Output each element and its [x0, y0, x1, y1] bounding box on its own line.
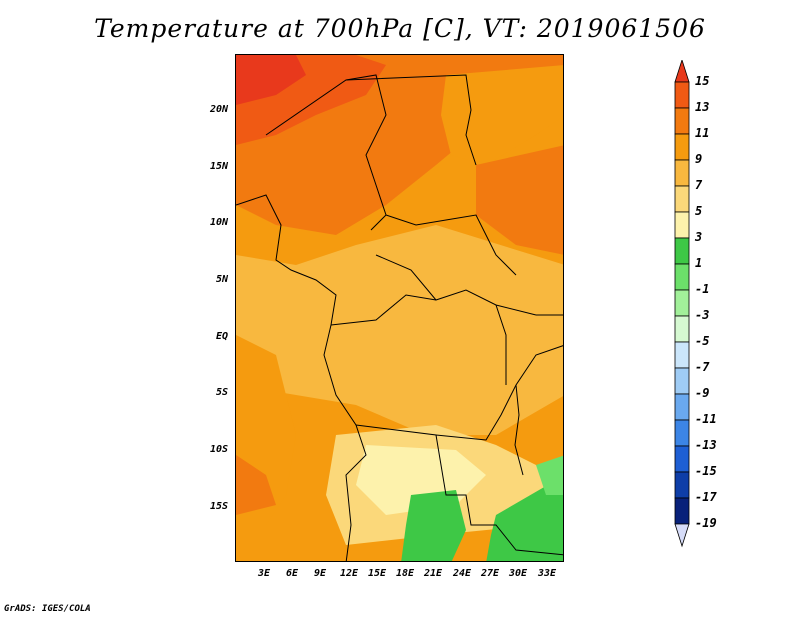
- lat-label: EQ: [215, 331, 228, 342]
- lat-label: 5S: [215, 387, 228, 398]
- grads-credit: GrADS: IGES/COLA: [4, 604, 91, 614]
- colorbar-bottom-triangle: [674, 523, 690, 548]
- colorbar-top-triangle: [674, 60, 690, 83]
- lon-label: 27E: [480, 568, 500, 579]
- lon-label: 6E: [285, 568, 299, 579]
- colorbar-box: [674, 315, 690, 343]
- lon-label: 9E: [313, 568, 327, 579]
- colorbar-box: [674, 133, 690, 161]
- lon-label: 30E: [508, 568, 528, 579]
- lat-label: 15N: [209, 161, 228, 172]
- lon-label: 24E: [452, 568, 472, 579]
- colorbar-label: -17: [695, 490, 717, 504]
- lon-label: 18E: [395, 568, 415, 579]
- colorbar-box: [674, 185, 690, 213]
- lat-label: 5N: [215, 274, 228, 285]
- colorbar-box: [674, 237, 690, 265]
- colorbar-box: [674, 263, 690, 291]
- lon-label: 15E: [367, 568, 387, 579]
- colorbar-label: 1: [695, 256, 703, 270]
- colorbar-label: -3: [695, 308, 710, 322]
- colorbar-label: 7: [695, 178, 703, 192]
- colorbar-box: [674, 367, 690, 395]
- lat-label: 20N: [209, 104, 228, 115]
- colorbar-label: -9: [695, 386, 710, 400]
- colorbar-label: 5: [695, 204, 703, 218]
- colorbar-box: [674, 211, 690, 239]
- colorbar-box: [674, 341, 690, 369]
- colorbar-label: 15: [695, 74, 710, 88]
- colorbar: [674, 60, 690, 548]
- colorbar-label: -11: [695, 412, 717, 426]
- colorbar-box: [674, 289, 690, 317]
- lon-label: 12E: [339, 568, 359, 579]
- colorbar-box: [674, 393, 690, 421]
- colorbar-label: -19: [695, 516, 717, 530]
- map-title: Temperature at 700hPa [C], VT: 201906150…: [94, 14, 706, 43]
- colorbar-label: 13: [695, 100, 710, 114]
- temperature-field: [236, 55, 563, 561]
- temperature-map: [235, 54, 564, 562]
- colorbar-label: -13: [695, 438, 717, 452]
- lat-label: 15S: [209, 501, 228, 512]
- colorbar-label: -15: [695, 464, 717, 478]
- colorbar-box: [674, 497, 690, 525]
- colorbar-box: [674, 81, 690, 109]
- lat-label: 10N: [209, 217, 228, 228]
- colorbar-label: -1: [695, 282, 710, 296]
- colorbar-label: 3: [695, 230, 703, 244]
- colorbar-label: -5: [695, 334, 710, 348]
- colorbar-label: 9: [695, 152, 703, 166]
- colorbar-box: [674, 159, 690, 187]
- lon-label: 33E: [537, 568, 557, 579]
- colorbar-box: [674, 419, 690, 447]
- colorbar-box: [674, 107, 690, 135]
- colorbar-label: -7: [695, 360, 710, 374]
- lon-label: 21E: [423, 568, 443, 579]
- colorbar-label: 11: [695, 126, 710, 140]
- colorbar-box: [674, 445, 690, 473]
- lon-label: 3E: [257, 568, 271, 579]
- colorbar-box: [674, 471, 690, 499]
- lat-label: 10S: [209, 444, 228, 455]
